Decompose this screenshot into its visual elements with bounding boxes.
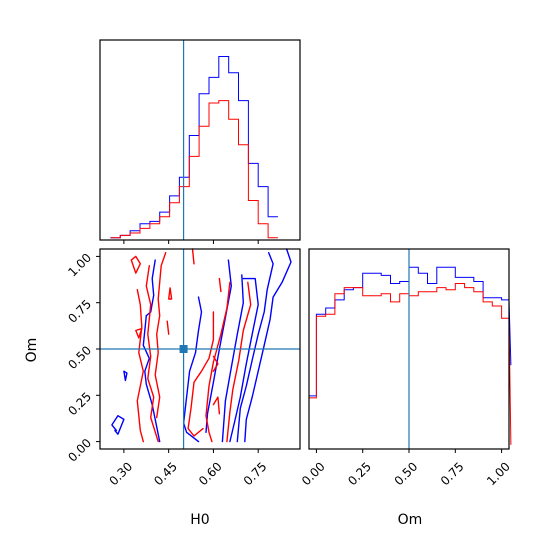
contour-series_a-6 (142, 315, 161, 443)
x-axis-label-h0: H0 (190, 512, 209, 528)
contour-series_a-1 (221, 274, 244, 443)
contour-series_b-4 (135, 327, 143, 339)
contour-series_b-10 (187, 311, 215, 437)
contour-series_b-11 (212, 355, 219, 372)
contour-series_b-5 (168, 287, 173, 300)
truth-marker (179, 345, 188, 353)
h0-histogram-frame (99, 39, 301, 241)
contour-series_a-4 (244, 248, 292, 443)
contour-series_a-3 (236, 252, 274, 443)
y-axis-label-om: Om (24, 338, 40, 363)
contour-series_b-3 (130, 255, 141, 274)
om-histogram-step-series_b (309, 283, 512, 445)
x-axis-label-om: Om (398, 512, 423, 528)
contour-series_b-13 (218, 277, 222, 293)
contour-series_b-12 (212, 396, 221, 415)
contour-series_a-8 (123, 370, 128, 382)
contour-series_b-1 (145, 265, 159, 443)
contour-series_b-7 (191, 248, 195, 265)
contour-series_b-9 (226, 281, 252, 443)
h0-histogram-step-series_b (110, 100, 278, 239)
h0-histogram-panel (99, 39, 301, 244)
contour-series_a-5 (111, 415, 125, 435)
contour-series_b-8 (205, 281, 231, 443)
contour-series_b-0 (136, 289, 144, 443)
contour-series_a-9 (182, 296, 203, 443)
contour-series_b-6 (166, 320, 170, 335)
contour-series_b-2 (154, 252, 167, 419)
h0-om-contour-panel: 0.30 0.45 0.60 0.750.000.250.500.751.00 (65, 248, 301, 488)
h0-histogram-step-series_a (110, 56, 278, 239)
